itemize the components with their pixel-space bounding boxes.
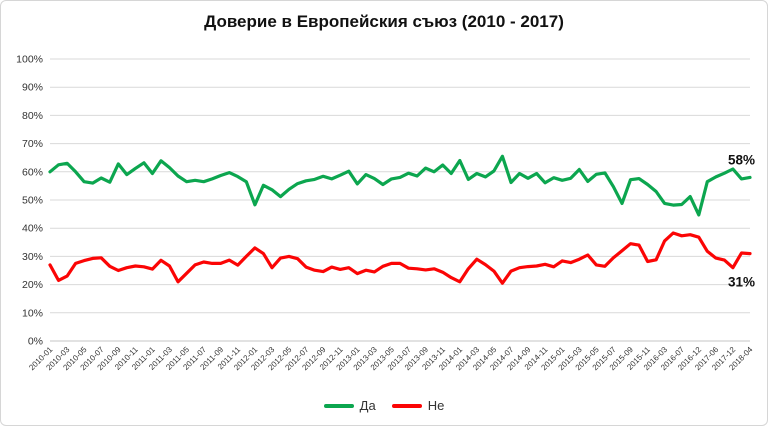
y-axis-tick-label: 50%: [22, 195, 43, 207]
y-axis-tick-label: 70%: [22, 138, 43, 150]
legend: Да Не: [0, 398, 768, 413]
y-axis-tick-label: 0%: [28, 336, 43, 348]
y-axis-tick-label: 30%: [22, 251, 43, 263]
legend-item-ne: Не: [391, 398, 445, 413]
legend-item-da: Да: [323, 398, 376, 413]
data-label-da: 58%: [728, 152, 755, 167]
series-line-da: [48, 154, 752, 217]
y-axis-tick-label: 100%: [16, 54, 43, 66]
y-axis-tick-label: 60%: [22, 166, 43, 178]
data-label-ne: 31%: [728, 275, 755, 290]
y-axis-tick-label: 80%: [22, 110, 43, 122]
y-axis-tick-label: 90%: [22, 82, 43, 94]
y-axis-tick-label: 10%: [22, 307, 43, 319]
y-axis-tick-label: 40%: [22, 223, 43, 235]
chart-title: Доверие в Европейския съюз (2010 - 2017): [204, 12, 564, 31]
legend-label-ne: Не: [427, 398, 445, 413]
legend-swatch-ne-icon: [391, 403, 422, 408]
legend-swatch-da-icon: [323, 403, 354, 408]
legend-label-da: Да: [359, 398, 376, 413]
series-line-ne: [48, 231, 752, 285]
y-axis-tick-label: 20%: [22, 279, 43, 291]
